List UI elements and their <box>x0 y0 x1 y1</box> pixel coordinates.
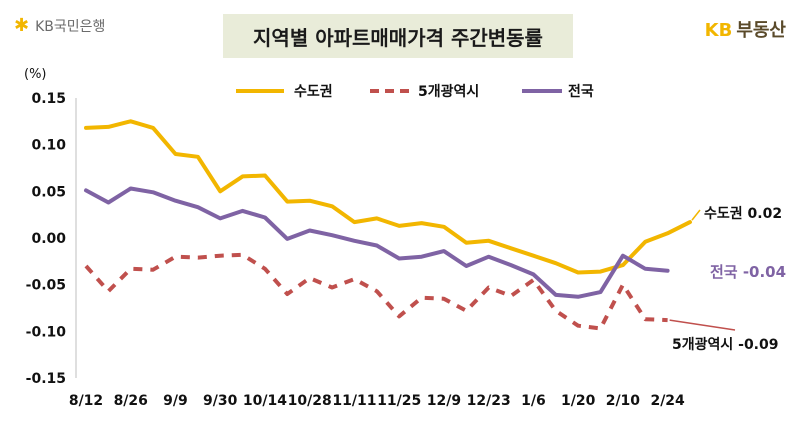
y-tick-label: -0.10 <box>26 324 67 340</box>
kb-bank-logo-text: KB국민은행 <box>35 19 106 35</box>
x-tick-label: 12/23 <box>467 393 511 409</box>
end-label-0: 수도권 0.02 <box>704 206 782 222</box>
x-tick-label: 8/26 <box>114 393 148 409</box>
y-tick-label: 0.00 <box>31 231 66 247</box>
y-tick-label: -0.15 <box>26 371 66 387</box>
x-tick-label: 11/11 <box>332 393 376 409</box>
end-label-leader-1 <box>669 319 736 331</box>
y-unit-label: (%) <box>24 67 47 82</box>
chart-title-box: 지역별 아파트매매가격 주간변동률 <box>223 14 573 58</box>
kb-realestate-logo-kb: KB <box>704 20 733 41</box>
x-tick-label: 12/9 <box>427 393 461 409</box>
legend-label-0: 수도권 <box>294 84 333 100</box>
end-label-leader-0 <box>691 209 701 221</box>
x-tick-label: 9/30 <box>203 393 238 409</box>
end-label-1: 5개광역시 -0.09 <box>672 336 779 353</box>
series-line-0 <box>84 119 692 275</box>
kb-star-icon: ✱ <box>14 15 30 36</box>
y-tick-label: 0.10 <box>31 138 66 154</box>
series-line-1 <box>84 252 668 331</box>
x-tick-label: 1/6 <box>521 393 546 409</box>
x-tick-label: 9/9 <box>163 393 188 409</box>
x-tick-label: 10/28 <box>288 393 332 409</box>
end-label-2: 전국 -0.04 <box>710 263 786 281</box>
kb-realestate-logo: KB 부동산 <box>705 16 786 42</box>
y-tick-label: -0.05 <box>26 278 66 294</box>
x-tick-label: 8/12 <box>69 393 103 409</box>
kb-realestate-logo-rest: 부동산 <box>736 20 786 41</box>
x-tick-label: 1/20 <box>561 393 596 409</box>
x-tick-label: 11/25 <box>377 393 421 409</box>
legend-label-1: 5개광역시 <box>418 83 479 100</box>
kb-bank-logo: ✱ KB국민은행 <box>14 16 105 36</box>
series-line-2 <box>84 186 670 299</box>
y-tick-label: 0.05 <box>31 184 66 200</box>
y-tick-label: 0.15 <box>31 91 66 107</box>
x-tick-label: 2/24 <box>650 393 685 409</box>
x-tick-label: 2/10 <box>606 393 641 409</box>
chart-title: 지역별 아파트매매가격 주간변동률 <box>253 25 543 50</box>
x-tick-label: 10/14 <box>243 393 287 409</box>
legend-label-2: 전국 <box>568 83 594 100</box>
